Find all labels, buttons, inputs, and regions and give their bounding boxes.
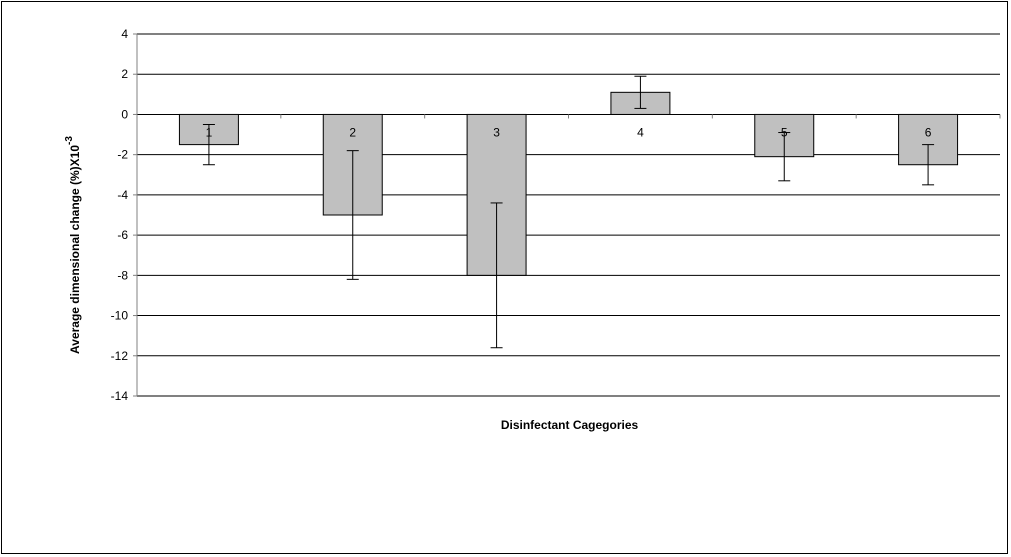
y-tick-label: 0 bbox=[121, 107, 128, 121]
y-axis-title-superscript: -3 bbox=[64, 136, 75, 145]
y-tick-label: -10 bbox=[111, 309, 129, 323]
y-tick-label: -14 bbox=[111, 389, 129, 403]
y-tick-label: 4 bbox=[121, 27, 128, 41]
axes bbox=[133, 33, 1001, 397]
y-tick-label: -12 bbox=[111, 349, 129, 363]
category-label: 2 bbox=[349, 125, 356, 139]
x-axis-title: Disinfectant Cagegories bbox=[501, 418, 639, 432]
category-label: 4 bbox=[637, 125, 644, 139]
y-tick-labels: 4 2 0 -2 -4 -6 -8 -10 -12 -14 bbox=[111, 27, 129, 403]
y-axis-title: Average dimensional change (%)X10-3 bbox=[64, 136, 82, 354]
y-tick-label: -4 bbox=[117, 188, 128, 202]
category-labels: 1 2 3 4 5 6 bbox=[206, 125, 932, 139]
y-tick-label: -8 bbox=[117, 268, 128, 282]
category-label: 6 bbox=[925, 125, 932, 139]
category-label: 3 bbox=[493, 125, 500, 139]
category-label: 1 bbox=[206, 125, 213, 139]
y-tick-label: -6 bbox=[117, 228, 128, 242]
bars bbox=[178, 91, 959, 276]
grid-lines bbox=[137, 33, 1000, 397]
y-tick-label: 2 bbox=[121, 67, 128, 81]
y-axis-title-main: Average dimensional change (%)X10 bbox=[68, 145, 82, 354]
y-tick-label: -2 bbox=[117, 148, 128, 162]
error-bars bbox=[202, 75, 935, 349]
category-label: 5 bbox=[781, 125, 788, 139]
